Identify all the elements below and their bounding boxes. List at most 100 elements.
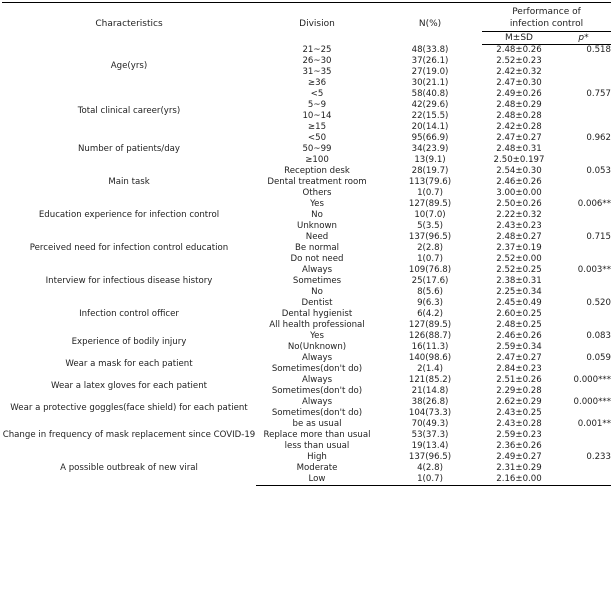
mean-sd-cell: 2.49±0.27 bbox=[496, 452, 542, 462]
table-row: Age(yrs) 21~25 48(33.8) 2.48±0.26 0.518 bbox=[2, 44, 611, 72]
characteristic-label: Main task bbox=[108, 177, 150, 187]
n-percent-cell: 27(19.0) bbox=[411, 67, 449, 77]
header-characteristics: Characteristics bbox=[2, 2, 256, 45]
p-value-cell bbox=[556, 122, 611, 133]
n-percent-cell: 1(0.7) bbox=[378, 474, 482, 486]
division-cell: Yes bbox=[310, 331, 324, 341]
subheader-row: M±SD p* bbox=[2, 31, 611, 45]
table-row: Replace more than usual 53(37.3) 2.59±0.23 bbox=[2, 430, 611, 441]
n-percent-cell: 95(66.9) bbox=[411, 133, 449, 143]
n-percent-cell: 137(96.5) bbox=[408, 452, 452, 462]
table-row: Moderate 4(2.8) 2.31±0.29 bbox=[2, 463, 611, 474]
table-row: No 10(7.0) 2.22±0.32 bbox=[2, 210, 611, 221]
division-cell: 31~35 bbox=[302, 67, 332, 77]
table-body: Age(yrs) 21~25 48(33.8) 2.48±0.26 0.518 26~30… bbox=[2, 45, 611, 486]
mean-sd-cell: 2.22±0.32 bbox=[496, 210, 542, 220]
division-cell: Always bbox=[301, 397, 333, 407]
mean-sd-cell: 2.52±0.23 bbox=[496, 56, 542, 66]
table-row: Dental hygienist 6(4.2) 2.60±0.25 bbox=[2, 309, 611, 320]
p-value-cell bbox=[556, 364, 611, 375]
division-cell: Do not need bbox=[290, 254, 344, 264]
header-p-value: p* bbox=[556, 31, 611, 45]
p-value-cell bbox=[556, 463, 611, 474]
n-percent-cell: 30(21.1) bbox=[411, 78, 449, 88]
characteristic-label: Total clinical career(yrs) bbox=[77, 105, 181, 116]
division-cell: 50~99 bbox=[302, 144, 332, 154]
division-cell: No(Unknown) bbox=[287, 342, 347, 352]
p-value-cell bbox=[556, 155, 611, 166]
table-row: ≥100 13(9.1) 2.50±0.197 bbox=[2, 155, 611, 166]
division-cell: 21~25 bbox=[302, 44, 332, 55]
division-cell: Moderate bbox=[296, 463, 338, 473]
table-row: Infection control officer Dentist 9(6.3) 2.… bbox=[2, 298, 611, 319]
n-percent-cell: 42(29.6) bbox=[411, 100, 449, 110]
mean-sd-cell: 2.51±0.26 bbox=[496, 375, 542, 385]
characteristic-label: A possible outbreak of new viral bbox=[60, 463, 198, 474]
mean-sd-cell: 2.62±0.29 bbox=[496, 397, 542, 407]
p-value-cell bbox=[556, 243, 611, 254]
mean-sd-cell: 2.43±0.25 bbox=[496, 408, 542, 418]
mean-sd-cell: 2.48±0.31 bbox=[496, 144, 542, 154]
mean-sd-cell: 2.84±0.23 bbox=[496, 364, 542, 374]
mean-sd-cell: 2.29±0.28 bbox=[496, 386, 542, 396]
mean-sd-cell: 2.47±0.27 bbox=[496, 133, 542, 143]
mean-sd-cell: 2.45±0.49 bbox=[496, 298, 542, 308]
n-percent-cell: 21(14.8) bbox=[411, 386, 449, 396]
characteristic-label: Age(yrs) bbox=[110, 61, 148, 72]
mean-sd-cell: 2.16±0.00 bbox=[482, 474, 556, 486]
table-row: Wear a mask for each patient Always 140(98… bbox=[2, 353, 611, 369]
division-cell: Sometimes(don't do) bbox=[271, 364, 363, 374]
characteristic-label: Wear a mask for each patient bbox=[65, 358, 193, 369]
header-n-percent: N(%) bbox=[378, 2, 482, 45]
mean-sd-cell: 2.52±0.25 bbox=[496, 265, 542, 275]
n-percent-cell: 20(14.1) bbox=[411, 122, 449, 132]
division-cell: Unknown bbox=[297, 221, 337, 231]
n-percent-cell: 127(89.5) bbox=[408, 320, 452, 330]
characteristic-label: Perceived need for infection control edu… bbox=[29, 243, 229, 253]
p-value-cell: 0.000*** bbox=[573, 375, 612, 385]
p-value-cell bbox=[556, 100, 611, 111]
division-cell: be as usual bbox=[292, 419, 342, 429]
results-table-container: Characteristics Division N(%) Performanc… bbox=[2, 2, 611, 486]
n-percent-cell: 8(5.6) bbox=[417, 287, 443, 297]
mean-sd-cell: 2.50±0.197 bbox=[493, 155, 545, 165]
mean-sd-cell: 2.54±0.30 bbox=[496, 166, 542, 176]
results-table: Characteristics Division N(%) Performanc… bbox=[2, 2, 611, 486]
division-cell: High bbox=[307, 452, 327, 462]
p-value-cell bbox=[556, 111, 611, 122]
n-percent-cell: 38(26.8) bbox=[411, 397, 449, 407]
n-percent-cell: 113(79.6) bbox=[408, 177, 452, 187]
n-percent-cell: 70(49.3) bbox=[411, 419, 449, 429]
header-mean-sd: M±SD bbox=[482, 31, 556, 45]
n-percent-cell: 126(88.7) bbox=[408, 331, 452, 341]
p-value-cell bbox=[556, 56, 611, 67]
n-percent-cell: 104(73.3) bbox=[408, 408, 452, 418]
division-cell: ≥36 bbox=[307, 78, 327, 88]
table-row: Sometimes(don't do) 2(1.4) 2.84±0.23 bbox=[2, 364, 611, 375]
p-value-cell bbox=[556, 342, 611, 353]
n-percent-cell: 127(89.5) bbox=[408, 199, 452, 209]
table-row: Be normal 2(2.8) 2.37±0.19 bbox=[2, 243, 611, 254]
table-row: No(Unknown) 16(11.3) 2.59±0.34 bbox=[2, 342, 611, 353]
table-row: Total clinical career(yrs) <5 58(40.8) 2.49… bbox=[2, 89, 611, 116]
division-cell: 10~14 bbox=[302, 111, 332, 121]
table-row: Sometimes(don't do) 21(14.8) 2.29±0.28 bbox=[2, 386, 611, 397]
p-value-cell bbox=[556, 177, 611, 188]
n-percent-cell: 140(98.6) bbox=[408, 353, 452, 363]
n-percent-cell: 6(4.2) bbox=[417, 309, 443, 319]
n-percent-cell: 1(0.7) bbox=[417, 254, 443, 264]
mean-sd-cell: 2.59±0.23 bbox=[496, 430, 542, 440]
division-cell: Yes bbox=[310, 199, 324, 209]
n-percent-cell: 2(2.8) bbox=[417, 243, 443, 253]
table-row: Experience of bodily injury Yes 126(88.7) 2… bbox=[2, 331, 611, 347]
n-percent-cell: 48(33.8) bbox=[411, 44, 449, 55]
mean-sd-cell: 2.42±0.28 bbox=[496, 122, 542, 132]
characteristic-label: Interview for infectious disease history bbox=[45, 276, 213, 286]
characteristic-label: Change in frequency of mask replacement … bbox=[2, 430, 256, 440]
mean-sd-cell: 2.38±0.31 bbox=[496, 276, 542, 286]
division-cell: All health professional bbox=[269, 320, 365, 330]
table-row: A possible outbreak of new viral High 137(… bbox=[2, 452, 611, 473]
n-percent-cell: 1(0.7) bbox=[417, 188, 443, 198]
division-cell: Low bbox=[256, 474, 378, 486]
table-row: All health professional 127(89.5) 2.48±0.2… bbox=[2, 320, 611, 331]
